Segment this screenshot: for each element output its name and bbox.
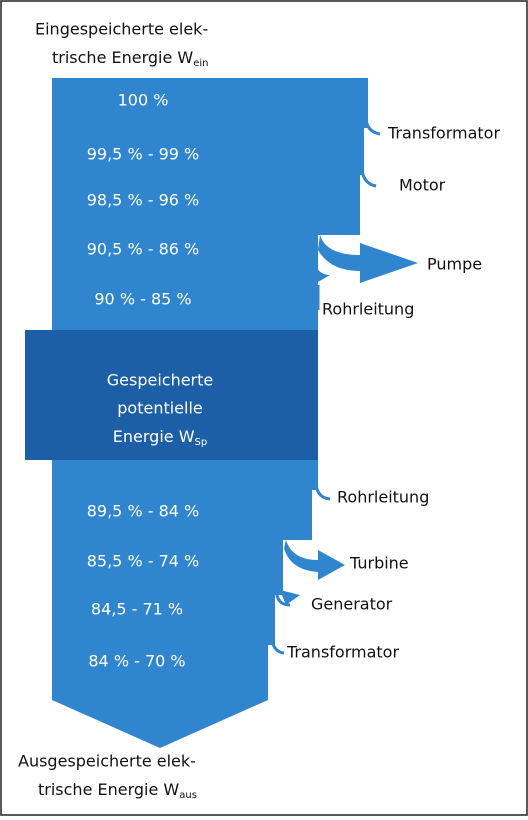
- loss-label: Rohrleitung: [337, 488, 429, 507]
- input-sub: ein: [193, 58, 208, 69]
- storage-box: [25, 330, 318, 460]
- loss-arrow-pump: [318, 235, 418, 283]
- level-label: 99,5 % - 99 %: [87, 145, 200, 164]
- loss-label: Pumpe: [427, 255, 482, 274]
- loss-label: Transformator: [387, 124, 500, 143]
- loss-arrow: [312, 260, 330, 282]
- loss-arrow: [280, 590, 300, 605]
- loss-label: Turbine: [349, 554, 409, 573]
- level-label: 98,5 % - 96 %: [87, 191, 200, 210]
- loss-arrow: [364, 119, 381, 136]
- loss-arrows: [270, 119, 381, 655]
- output-label: trische Energie W: [38, 780, 179, 799]
- storage-label: Energie W: [113, 427, 195, 446]
- loss-label: Motor: [399, 176, 446, 195]
- output-sub: aus: [179, 790, 197, 801]
- input-label: trische Energie W: [52, 48, 193, 67]
- level-label: 89,5 % - 84 %: [87, 502, 200, 521]
- level-label: 90,5 % - 86 %: [87, 240, 200, 259]
- lower-band: [52, 460, 318, 748]
- level-label: 84,5 - 71 %: [91, 600, 183, 619]
- level-label: 100 %: [118, 91, 169, 110]
- input-label: trische Energie Wein: [52, 48, 209, 70]
- storage-label: potentielle: [117, 399, 203, 418]
- output-label: Ausgespeicherte elek-: [18, 752, 196, 771]
- input-label: Eingespeicherte elek-: [35, 20, 208, 39]
- level-label: 90 % - 85 %: [94, 290, 191, 309]
- loss-arrow: [314, 484, 331, 501]
- upper-band: [52, 78, 368, 330]
- loss-arrow: [270, 639, 285, 655]
- loss-arrow-turbine: [284, 540, 345, 580]
- loss-label: Generator: [311, 595, 393, 614]
- storage-label: Energie WSp: [113, 427, 207, 449]
- loss-label: Transformator: [286, 643, 399, 662]
- loss-arrow: [275, 594, 291, 607]
- loss-label: Rohrleitung: [322, 300, 414, 319]
- storage-label: Gespeicherte: [107, 371, 214, 390]
- level-label: 85,5 % - 74 %: [87, 552, 200, 571]
- output-label: trische Energie Waus: [38, 780, 197, 802]
- storage-sub: Sp: [195, 437, 208, 448]
- level-label: 84 % - 70 %: [88, 652, 185, 671]
- loss-arrow: [360, 169, 377, 188]
